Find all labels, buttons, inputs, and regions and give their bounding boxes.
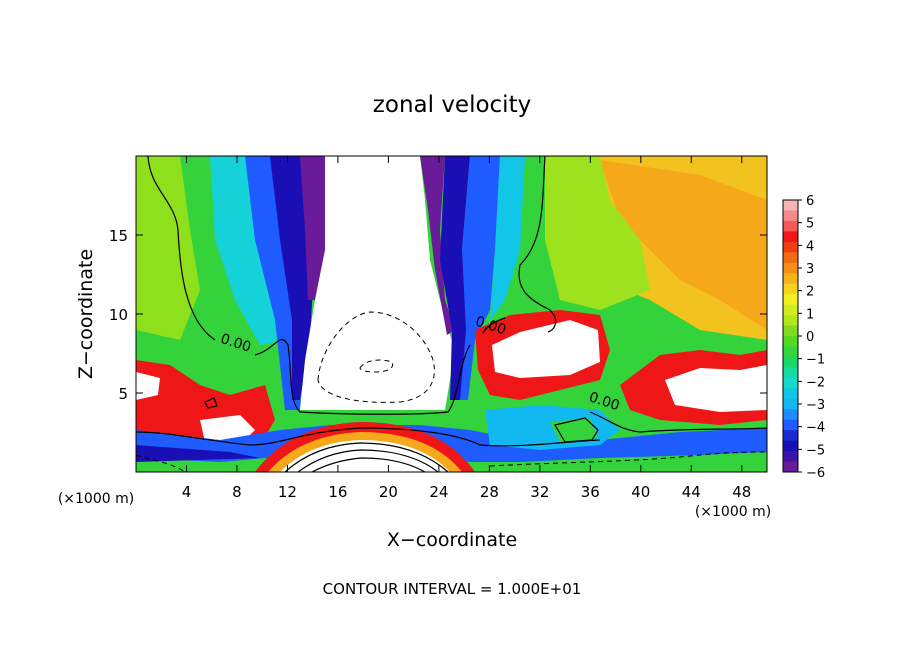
field-region-west-darkblue: [270, 156, 315, 400]
colorbar-swatch: [783, 210, 798, 222]
colorbar-swatch: [783, 336, 798, 347]
colorbar-swatch: [783, 409, 798, 421]
contour-small-west: [204, 397, 218, 409]
x-axis-unit-right: (×1000 m): [695, 504, 771, 520]
x-tick-label: 24: [429, 483, 448, 501]
field-region-jet-east-blue: [460, 156, 500, 400]
colorbar-label: 0: [806, 330, 814, 345]
colorbar-swatch: [783, 430, 798, 442]
colorbar-label: 5: [806, 217, 814, 232]
field-region-west-lightgreen: [136, 156, 200, 340]
colorbar-swatch: [783, 419, 798, 431]
colorbar-swatch: [783, 461, 798, 473]
contour-lines: [136, 156, 767, 472]
x-tick-label: 32: [530, 483, 549, 501]
colorbar-swatch: [783, 346, 798, 358]
colorbar-swatch: [783, 283, 798, 295]
colorbar-swatch: [783, 325, 798, 337]
colorbar-swatch: [783, 377, 798, 389]
field-region-jet-east-darkblue: [440, 156, 470, 400]
contour-negative-loop: [317, 311, 435, 403]
x-tick-label: 36: [581, 483, 600, 501]
colorbar-label: −3: [806, 398, 825, 413]
colorbar-swatch: [783, 398, 798, 410]
colorbar-swatch: [783, 200, 798, 211]
colorbar-label: 4: [806, 239, 814, 254]
colorbar-swatch: [783, 273, 798, 285]
colorbar-swatch: [783, 315, 798, 327]
x-tick-label: 44: [682, 483, 701, 501]
contour-zero-west-lower: [254, 338, 471, 415]
colorbar-swatch: [783, 451, 798, 463]
colorbar-swatch: [783, 304, 798, 316]
field-region-east-lightgreen: [545, 156, 650, 310]
contour-zero-east-lower: [589, 411, 767, 433]
x-tick-label: 48: [732, 483, 751, 501]
x-axis-label: X−coordinate: [387, 529, 517, 551]
x-tick-label: 16: [328, 483, 347, 501]
colorbar-swatch: [783, 231, 798, 243]
colorbar-label: −6: [806, 466, 825, 481]
contour-negative-low-east: [489, 451, 767, 467]
colorbar-label: 3: [806, 262, 814, 277]
colorbar-swatch: [783, 294, 798, 306]
velocity-field: [136, 156, 767, 472]
field-region-west-purple: [300, 156, 328, 300]
colorbar: 6 5 4 3 2 1 0 −1 −2 −3 −4 −5 −6: [782, 194, 825, 481]
contour-zero-east: [518, 156, 557, 333]
y-axis: 5 10 15: [109, 227, 767, 403]
contour-zero-west: [147, 156, 216, 341]
x-tick-label: 4: [182, 483, 192, 501]
contour-obstacle-3: [311, 457, 426, 472]
x-tick-label: 20: [379, 483, 398, 501]
colorbar-label: −4: [806, 421, 825, 436]
x-axis: 4 8 12 16 20 24 28 32 36 40 44 48: [182, 156, 751, 501]
colorbar-swatch: [783, 367, 798, 379]
field-region-east-white-patch: [492, 320, 600, 378]
colorbar-label: −1: [806, 353, 825, 368]
contour-obstacle-2: [297, 449, 439, 472]
x-tick-label: 40: [631, 483, 650, 501]
x-tick-label: 12: [278, 483, 297, 501]
colorbar-label: 1: [806, 307, 814, 322]
y-tick-label: 5: [118, 385, 128, 403]
contour-obstacle-1: [284, 442, 449, 472]
field-region-jet-east-purple: [420, 156, 455, 335]
colorbar-label: −5: [806, 443, 825, 458]
colorbar-swatch: [783, 241, 798, 253]
field-region-central-jet: [300, 156, 455, 410]
colorbar-swatch: [783, 440, 798, 452]
colorbar-swatch: [783, 356, 798, 368]
field-region-east-orange: [600, 160, 767, 330]
y-tick-label: 10: [109, 306, 128, 324]
contour-zero-east-upper: [482, 317, 506, 334]
colorbar-swatch: [783, 262, 798, 274]
colorbar-swatch: [783, 252, 798, 264]
colorbar-swatch: [783, 388, 798, 400]
contour-interval-footer: CONTOUR INTERVAL = 1.000E+01: [323, 580, 582, 598]
x-tick-label: 8: [232, 483, 242, 501]
colorbar-label: 6: [806, 194, 814, 209]
y-axis-label: Z−coordinate: [75, 249, 97, 379]
field-region-jet-east-cyan: [490, 156, 525, 320]
chart-title: zonal velocity: [373, 92, 531, 118]
contour-small-loop: [554, 417, 599, 443]
contour-lines-dashed: [136, 311, 767, 472]
colorbar-label: 2: [806, 285, 814, 300]
colorbar-swatch: [783, 220, 798, 232]
contour-negative-low-west: [136, 454, 186, 472]
y-tick-label: 15: [109, 227, 128, 245]
field-region-low-darkblue-band: [136, 445, 260, 462]
field-region-west-cyan: [210, 156, 285, 345]
field-region-far-east-white: [665, 365, 767, 412]
x-axis-unit-left: (×1000 m): [58, 491, 134, 507]
contour-zero-low: [136, 427, 601, 447]
x-tick-label: 28: [480, 483, 499, 501]
colorbar-label: −2: [806, 375, 825, 390]
